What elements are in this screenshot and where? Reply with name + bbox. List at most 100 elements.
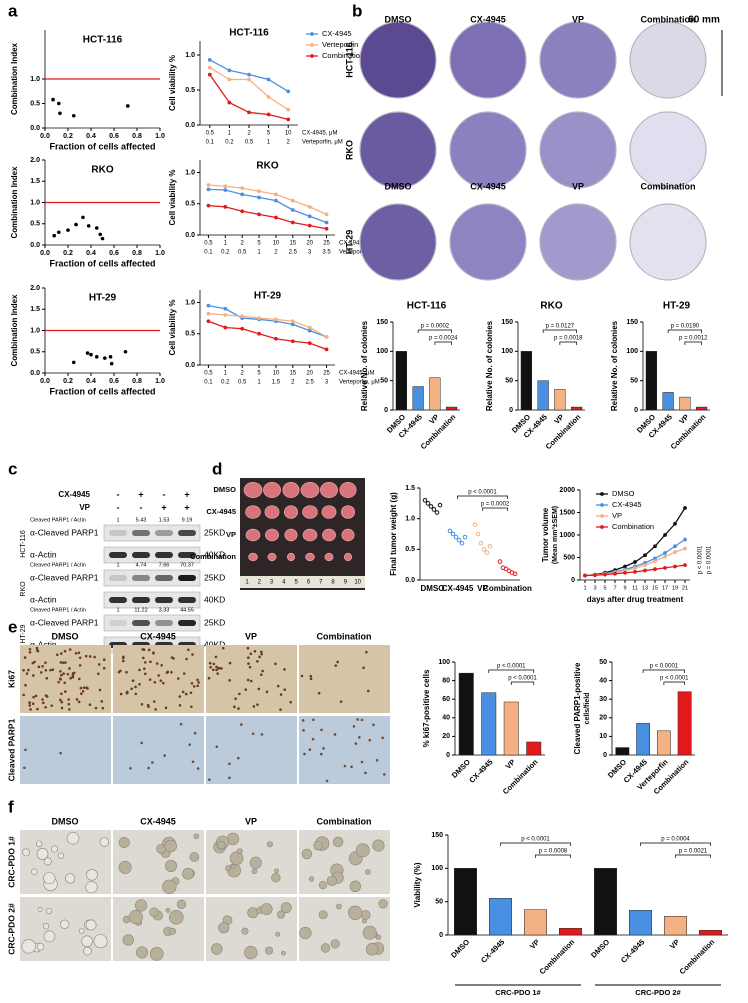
series-marker: [633, 560, 637, 564]
stain-spot: [39, 671, 43, 674]
stain-spot: [208, 778, 211, 781]
stain-spot: [238, 692, 241, 696]
point: [447, 528, 453, 534]
blot-band: [109, 620, 127, 626]
y-tick-label: 80: [442, 677, 450, 684]
x-tick-label: 0.2: [221, 250, 230, 256]
colony-dish: [539, 21, 617, 99]
organoid: [85, 881, 98, 894]
stain-spot: [258, 655, 261, 659]
x-tick-label: 0.2: [63, 133, 73, 140]
stain-spot: [28, 648, 32, 651]
organoid: [362, 925, 377, 940]
tumor: [341, 528, 355, 542]
x-tick-label: 0.2: [225, 140, 234, 146]
series-marker: [653, 556, 657, 561]
p-value: p = 0.0021: [679, 849, 708, 855]
x-tick-label: CX-4945: [479, 937, 506, 964]
point: [86, 224, 91, 228]
stain-spot: [228, 776, 231, 780]
x-tick-label: 21: [682, 585, 688, 591]
stain-spot: [22, 693, 26, 697]
organoid: [217, 841, 226, 850]
y-tick-label: 0: [509, 407, 513, 414]
point: [453, 534, 459, 540]
point: [57, 101, 61, 106]
stain-spot: [41, 698, 44, 701]
stain-spot: [147, 648, 151, 652]
x-axis-label: Fraction of cells affected: [49, 258, 155, 268]
tumor: [340, 505, 355, 519]
x-tick-label: 0.5: [238, 380, 247, 386]
x-tick-label: 0.5: [245, 140, 254, 146]
row-label: RKO: [344, 140, 354, 160]
stain-spot: [196, 684, 200, 688]
treatment-label: VP: [79, 503, 90, 512]
group-label: CRC-PDO 1#: [495, 988, 541, 997]
p-value: p = 0.0024: [429, 336, 458, 342]
stain-spot: [88, 655, 92, 658]
row-label: Cleaved PARP1: [6, 718, 16, 781]
stain-spot: [220, 667, 223, 670]
column-label: Combination: [317, 816, 372, 826]
treatment-sign: -: [140, 502, 143, 512]
x-tick-label: 1.0: [155, 133, 165, 140]
stain-spot: [163, 754, 166, 757]
panel-label: d: [212, 459, 222, 478]
stain-spot: [119, 692, 123, 696]
series-marker: [663, 554, 667, 559]
y-axis-label: Cell viability %: [168, 169, 177, 225]
series-marker: [257, 331, 261, 336]
y-tick-label: 1.0: [30, 327, 40, 334]
y-axis-label: Relative No. of colonies: [485, 320, 494, 411]
x-tick-label: 2: [241, 371, 245, 377]
organoid: [164, 859, 178, 872]
y-axis-label: Tumor volume: [541, 507, 550, 562]
stain-spot: [60, 673, 63, 677]
stain-spot: [77, 677, 81, 681]
x-tick-label: VP: [504, 757, 517, 770]
stain-spot: [303, 752, 306, 756]
x-tick-label: 0.6: [109, 378, 119, 385]
organoid: [78, 928, 85, 934]
stain-spot: [23, 656, 27, 659]
stain-spot: [140, 702, 144, 706]
y-tick-label: 50: [599, 659, 607, 666]
x-tick-label: 15: [289, 241, 296, 247]
y-tick-label: 1500: [559, 509, 575, 516]
series-marker: [240, 209, 245, 214]
stain-spot: [55, 653, 59, 657]
x-tick-label: 1.0: [155, 378, 165, 385]
stain-spot: [85, 686, 88, 689]
stain-spot: [157, 674, 160, 677]
stain-spot: [190, 681, 194, 685]
legend-marker: [600, 514, 604, 518]
comparison-bracket: [500, 842, 571, 846]
stain-spot: [336, 660, 339, 664]
stain-spot: [356, 718, 359, 721]
x-tick-label: 0.1: [204, 380, 213, 386]
ratio-value: 1: [116, 562, 119, 568]
stain-spot: [249, 652, 253, 656]
stain-spot: [35, 646, 39, 650]
series-marker: [643, 563, 647, 568]
comparison-bracket: [542, 329, 577, 333]
stain-spot: [253, 649, 257, 653]
series-line: [208, 204, 327, 230]
blot-band: [178, 552, 196, 558]
series-marker: [223, 184, 228, 189]
series-marker: [247, 77, 251, 82]
ratio-value: 7.66: [159, 562, 170, 568]
series-marker: [683, 563, 687, 568]
comparison-bracket: [663, 681, 685, 685]
x-tick-label: 2: [291, 380, 295, 386]
point: [71, 113, 76, 118]
blot-band: [132, 620, 150, 626]
tumor: [283, 505, 298, 519]
stain-spot: [36, 649, 39, 652]
stain-spot: [68, 648, 72, 651]
ruler-number: 9: [344, 580, 348, 586]
y-tick-label: 0: [446, 752, 450, 759]
point: [428, 504, 434, 509]
y-tick-label: 0.5: [185, 331, 195, 338]
